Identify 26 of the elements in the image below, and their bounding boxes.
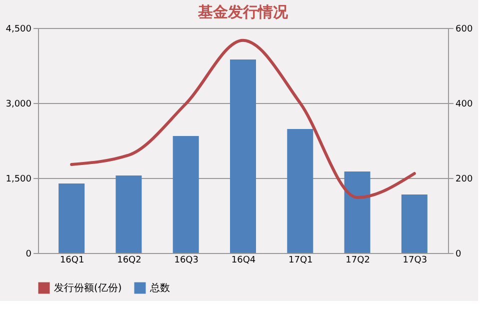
x-tick-label: 17Q3 xyxy=(402,256,428,266)
x-tick-label: 17Q2 xyxy=(346,256,370,266)
y-tick-label: 3,000 xyxy=(6,100,32,110)
bar xyxy=(344,172,370,253)
x-tick-label: 16Q2 xyxy=(117,256,142,266)
y2-tick-label: 0 xyxy=(456,250,462,260)
line-series xyxy=(70,38,416,199)
chart-title: 基金发行情况 xyxy=(197,3,289,21)
bar xyxy=(172,136,199,253)
y2-tick-label: 600 xyxy=(456,24,473,34)
bar xyxy=(58,184,85,253)
bar xyxy=(116,176,142,253)
legend-label: 总数 xyxy=(149,282,170,294)
x-tick-label: 16Q1 xyxy=(60,256,84,266)
legend-label: 发行份额(亿份) xyxy=(54,282,122,294)
x-tick-label: 16Q3 xyxy=(174,256,198,266)
x-tick-label: 16Q4 xyxy=(231,256,256,266)
bar xyxy=(230,60,256,253)
bar xyxy=(401,194,428,253)
y2-tick-label: 400 xyxy=(456,100,473,110)
y-tick-label: 1,500 xyxy=(6,174,32,184)
bar xyxy=(287,129,314,253)
y-tick-label: 4,500 xyxy=(6,24,32,34)
x-tick-label: 17Q1 xyxy=(288,256,313,266)
y-tick-label: 0 xyxy=(26,250,32,260)
y2-tick-label: 200 xyxy=(456,174,473,184)
